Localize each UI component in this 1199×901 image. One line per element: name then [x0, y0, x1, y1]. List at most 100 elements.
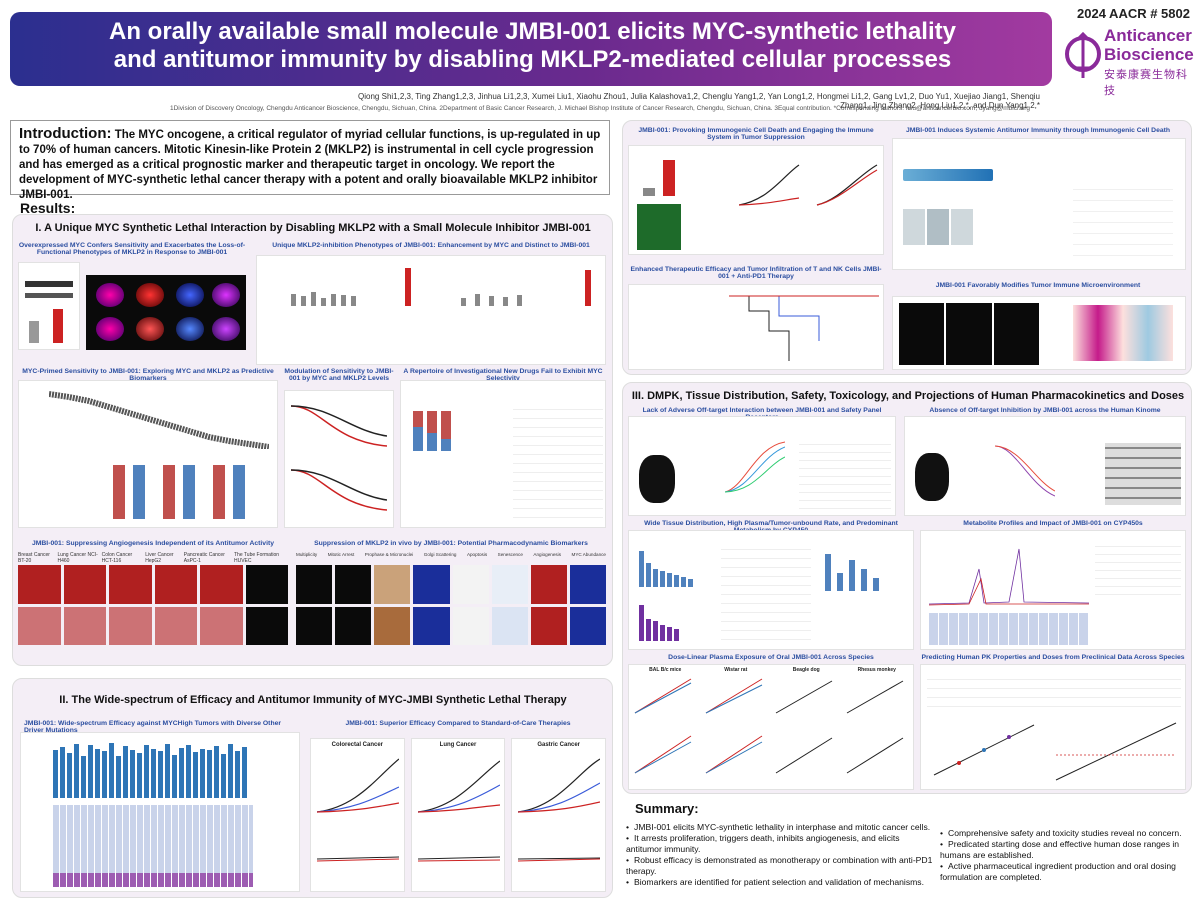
icd-figure [628, 145, 884, 255]
tissue-image [245, 606, 288, 645]
cell-image [951, 209, 973, 245]
tumor-growth-curve [317, 758, 399, 813]
tissue-image [109, 606, 152, 645]
bar [183, 465, 195, 519]
bar [213, 465, 225, 519]
bar [116, 756, 121, 798]
cell-image [903, 209, 925, 245]
logo-chinese-name: 安泰康赛生物科技 [1104, 69, 1188, 97]
s1-panel-c-title: MYC-Primed Sensitivity to JMBI-001: Expl… [22, 368, 274, 382]
bar [74, 744, 79, 798]
s3-panel-e-title: Dose-Linear Plasma Exposure of Oral JMBI… [668, 654, 874, 661]
binding-table [721, 541, 811, 641]
cell-image [212, 283, 240, 307]
logo-icon [1065, 31, 1101, 78]
bar [825, 553, 831, 591]
s3-panel-d-title: Metabolite Profiles and Impact of JMBI-0… [963, 520, 1143, 527]
stacked-bars [109, 459, 269, 519]
summary-item: JMBI-001 elicits MYC-synthetic lethality… [626, 822, 936, 833]
off-target-table [799, 437, 891, 509]
bar [837, 573, 843, 591]
bar [660, 625, 665, 641]
tumor-growth-curve [417, 760, 500, 813]
tme-images [899, 303, 1039, 365]
bar [461, 298, 466, 306]
tissue-image [452, 606, 489, 645]
metabolite-table [929, 613, 1089, 645]
pd-marker-label: Golgi Scattering [423, 552, 457, 557]
bar [311, 292, 316, 306]
kinome-figure [904, 416, 1186, 516]
tissue-image [154, 565, 197, 604]
abstract-number: 2024 AACR # 5802 [1077, 6, 1190, 21]
vaccination-figure [892, 138, 1186, 270]
tissue-image [993, 303, 1039, 365]
author-list: Qiong Shi1,2,3, Ting Zhang1,2,3, Jinhua … [358, 92, 1040, 110]
title-line-2: and antitumor immunity by disabling MKLP… [113, 46, 952, 73]
cell-image [212, 317, 240, 341]
body-weight-curve [417, 856, 500, 862]
summary-item: Robust efficacy is demonstrated as monot… [626, 855, 936, 877]
s1-panel-b-title: Unique MKLP2-inhibition Phenotypes of JM… [272, 242, 590, 249]
s3-panel-f-title: Predicting Human PK Properties and Doses… [921, 654, 1185, 661]
logo-name-line1: Anticancer [1104, 26, 1192, 45]
cell-image [136, 317, 164, 341]
cell-image [176, 283, 204, 307]
pk-exposure-grid: BAL B/c mice Wistar rat Beagle dog Rhesu… [628, 664, 914, 790]
metabolism-bars [821, 547, 907, 591]
poster-title: An orally available small molecule JMBI-… [20, 18, 1045, 74]
summary-item: Biomarkers are identified for patient se… [626, 877, 936, 888]
tissue-image [946, 303, 992, 365]
tissue-image [63, 606, 106, 645]
bar [165, 744, 170, 798]
s3-panel-b-title: Absence of Off-target Inhibition by JMBI… [929, 407, 1161, 414]
bar [681, 577, 686, 587]
s1-panel-a-title: Overexpressed MYC Confers Sensitivity an… [18, 242, 246, 256]
pd-marker-label: Apoptosis [466, 552, 488, 557]
summary-right-list: Comprehensive safety and toxicity studie… [940, 828, 1190, 883]
section-2-title: II. The Wide-spectrum of Efficacy and An… [59, 694, 567, 706]
s1-panel-e-title: A Repertoire of Investigational New Drug… [403, 368, 603, 382]
violin-plot [915, 453, 949, 501]
bar [109, 742, 114, 798]
mouse-schema [1073, 179, 1173, 259]
bar [200, 748, 205, 798]
species-plot: Beagle dog [772, 667, 841, 726]
bar [475, 294, 480, 306]
timeline-arrow [903, 169, 993, 181]
pd-marker-label: Senescence [497, 552, 523, 557]
model-label: Colorectal Cancer [331, 742, 384, 748]
efficacy-bars [53, 738, 253, 798]
bar [351, 296, 356, 306]
cell-image [927, 209, 949, 245]
bar [151, 748, 156, 798]
pd1-combination-figure [628, 284, 884, 370]
bar [242, 747, 247, 798]
tissue-image [413, 606, 450, 645]
bar [235, 751, 240, 798]
colorectal-model: Colorectal Cancer [310, 738, 405, 892]
bar [144, 745, 149, 798]
body-weight-curve [317, 856, 399, 862]
intro-label: Introduction: [19, 125, 112, 142]
tissue-bars [639, 547, 709, 587]
dose-curve [291, 405, 387, 447]
species-plot: Rhesus monkey [843, 667, 912, 726]
bar [233, 465, 245, 519]
bar [133, 465, 145, 519]
tissue-image [18, 606, 61, 645]
tissue-image [569, 565, 606, 604]
immunofluorescence-grid [86, 275, 246, 350]
tissue-image [491, 606, 528, 645]
sensitivity-figure [18, 380, 278, 528]
tissue-image [530, 606, 567, 645]
species-plot [772, 728, 841, 787]
bar [674, 629, 679, 641]
efficacy-heatmap-figure [20, 732, 300, 892]
bar [163, 465, 175, 519]
s1-panel-d-title: Modulation of Sensitivity to JMBI-001 by… [284, 368, 394, 382]
cell-line-label: Pancreatic Cancer AsPC-1 [183, 552, 225, 564]
logo-name-line2: Bioscience [1104, 45, 1194, 64]
exposure-line [705, 735, 762, 774]
bar [643, 188, 655, 196]
